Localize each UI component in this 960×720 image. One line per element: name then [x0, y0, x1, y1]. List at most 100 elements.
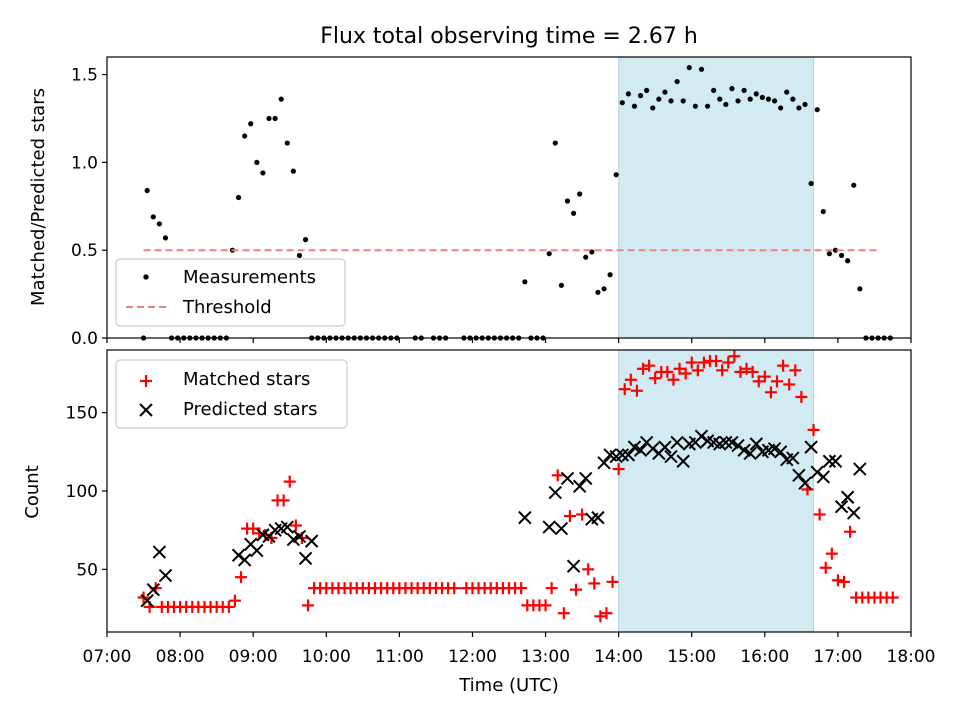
matched-star-point — [838, 575, 850, 588]
matched-star-point — [813, 508, 826, 521]
predicted-star-point — [828, 454, 843, 468]
measurement-point — [826, 251, 832, 257]
matched-star-point — [539, 599, 552, 612]
y-tick-label: 1.0 — [71, 153, 98, 173]
matched-star-point — [722, 356, 735, 369]
matched-star-point — [771, 375, 783, 388]
bottom-y-ticks: 50 100 150 — [66, 404, 107, 580]
bottom-legend-box — [115, 359, 348, 429]
measurement-point — [784, 89, 790, 95]
measurement-point — [820, 208, 826, 215]
measurement-point — [735, 98, 741, 104]
top-panel: 0.0 0.5 1.0 1.5 Matched/Predicted stars Mea… — [28, 56, 912, 349]
measurement-point — [650, 105, 656, 111]
measurement-point — [814, 107, 820, 113]
matched-star-point — [825, 547, 838, 560]
measurement-point — [753, 91, 759, 97]
predicted-star-point — [280, 520, 294, 534]
measurement-point — [601, 286, 607, 292]
matched-star-point — [235, 571, 247, 584]
measurement-point — [595, 289, 601, 295]
measurement-point — [577, 191, 583, 197]
x-tick-label: 12:00 — [448, 647, 497, 667]
y-tick-label: 100 — [66, 482, 98, 502]
legend-matched-marker — [140, 375, 152, 387]
matched-star-point — [228, 594, 241, 607]
predicted-star-point — [719, 435, 733, 450]
matched-star-point — [764, 386, 777, 399]
predicted-star-point — [834, 499, 849, 514]
measurement-point — [656, 96, 662, 102]
bottom-panel: 50 100 150 07:00 08:00 09:00 10:00 11:00 12:00 1… — [22, 349, 936, 696]
measurement-point — [625, 91, 631, 97]
measurement-point — [296, 252, 303, 259]
measurement-point — [156, 221, 162, 227]
matched-star-point — [563, 510, 576, 523]
predicted-star-point — [840, 490, 855, 504]
measurement-point — [698, 66, 705, 72]
matched-star-point — [710, 354, 723, 367]
predicted-star-point — [615, 448, 629, 462]
matched-star-point — [831, 574, 844, 587]
legend-matched-label: Matched stars — [183, 369, 310, 390]
predicted-star-point — [676, 454, 690, 468]
top-legend-box — [115, 258, 346, 327]
predicted-star-point — [566, 559, 581, 573]
y-tick-label: 150 — [66, 404, 98, 424]
matched-star-point — [624, 373, 637, 386]
predicted-star-point — [773, 445, 788, 459]
measurement-point — [717, 96, 723, 102]
predicted-star-point — [542, 520, 556, 534]
chart-title: Flux total observing time = 2.67 h — [320, 24, 698, 49]
bottom-plot-frame — [106, 349, 912, 633]
bottom-highlight-span — [618, 349, 815, 633]
predicted-star-point — [792, 468, 806, 483]
measurement-point — [260, 170, 266, 176]
matched-star-point — [673, 362, 686, 375]
matched-star-point — [661, 365, 674, 378]
x-axis-label: Time (UTC) — [458, 675, 559, 696]
measurement-point — [857, 286, 863, 292]
bottom-legend: Matched stars Predicted stars — [115, 359, 348, 429]
matched-star-point — [588, 577, 601, 590]
measurement-point — [522, 279, 528, 285]
bottom-y-axis-label: Count — [22, 465, 43, 518]
top-y-axis-label: Matched/Predicted stars — [28, 88, 49, 306]
predicted-star-point — [847, 506, 861, 520]
measurement-point — [711, 87, 717, 93]
x-tick-label: 09:00 — [229, 647, 278, 667]
predicted-star-point — [572, 479, 587, 494]
measurement-point — [607, 272, 613, 278]
top-y-ticks: 0.0 0.5 1.0 1.5 — [71, 66, 107, 349]
measurement-point — [235, 194, 242, 201]
predicted-star-point — [554, 521, 569, 536]
matched-star-point — [618, 383, 631, 396]
predicted-star-point — [853, 462, 867, 476]
predicted-star-point — [304, 534, 319, 548]
x-tick-label: 13:00 — [521, 647, 570, 667]
matched-star-point — [697, 356, 710, 369]
measurement-point — [832, 247, 839, 253]
measurement-point — [741, 87, 747, 93]
x-tick-label: 16:00 — [740, 647, 789, 667]
measurement-point — [558, 282, 564, 288]
measurement-point — [564, 198, 571, 204]
measurement-point — [272, 115, 278, 122]
measurement-point — [747, 96, 753, 102]
predicted-star-point — [664, 449, 678, 464]
measurement-point — [759, 94, 765, 100]
matched-star-point — [807, 423, 820, 436]
predicted-star-point — [597, 456, 611, 470]
x-tick-label: 10:00 — [302, 647, 351, 667]
x-tick-label: 07:00 — [83, 647, 132, 667]
measurement-point — [674, 78, 680, 85]
measurement-point — [808, 180, 814, 187]
measurement-point — [570, 210, 577, 216]
predicted-star-point — [749, 437, 763, 451]
matched-star-point — [551, 469, 564, 482]
measurement-point — [723, 101, 729, 108]
predicted-star-point — [633, 443, 648, 457]
matched-star-point — [734, 365, 747, 378]
matched-star-point — [746, 365, 759, 378]
matched-star-point — [795, 391, 808, 403]
